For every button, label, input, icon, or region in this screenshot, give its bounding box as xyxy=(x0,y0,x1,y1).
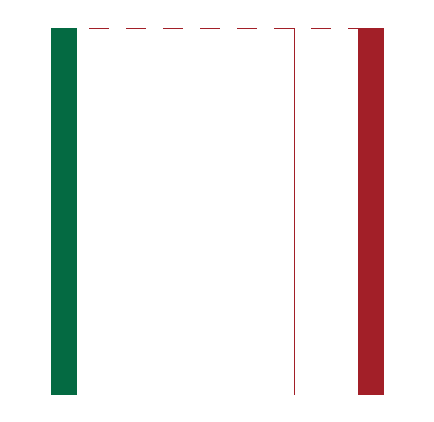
red-vertical-bar xyxy=(358,28,384,395)
green-vertical-bar xyxy=(51,28,77,395)
